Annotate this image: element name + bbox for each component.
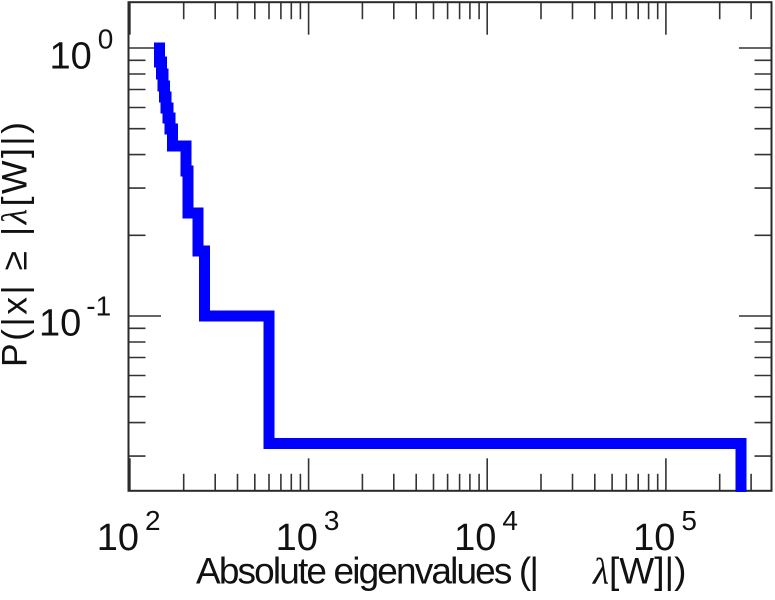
svg-text:Absolute eigenvalues (|: Absolute eigenvalues (| (196, 551, 539, 592)
svg-text:λ[W]|): λ[W]|) (592, 551, 686, 593)
svg-text:P(|x| ≥ |λ[W]|): P(|x| ≥ |λ[W]|) (0, 122, 35, 367)
